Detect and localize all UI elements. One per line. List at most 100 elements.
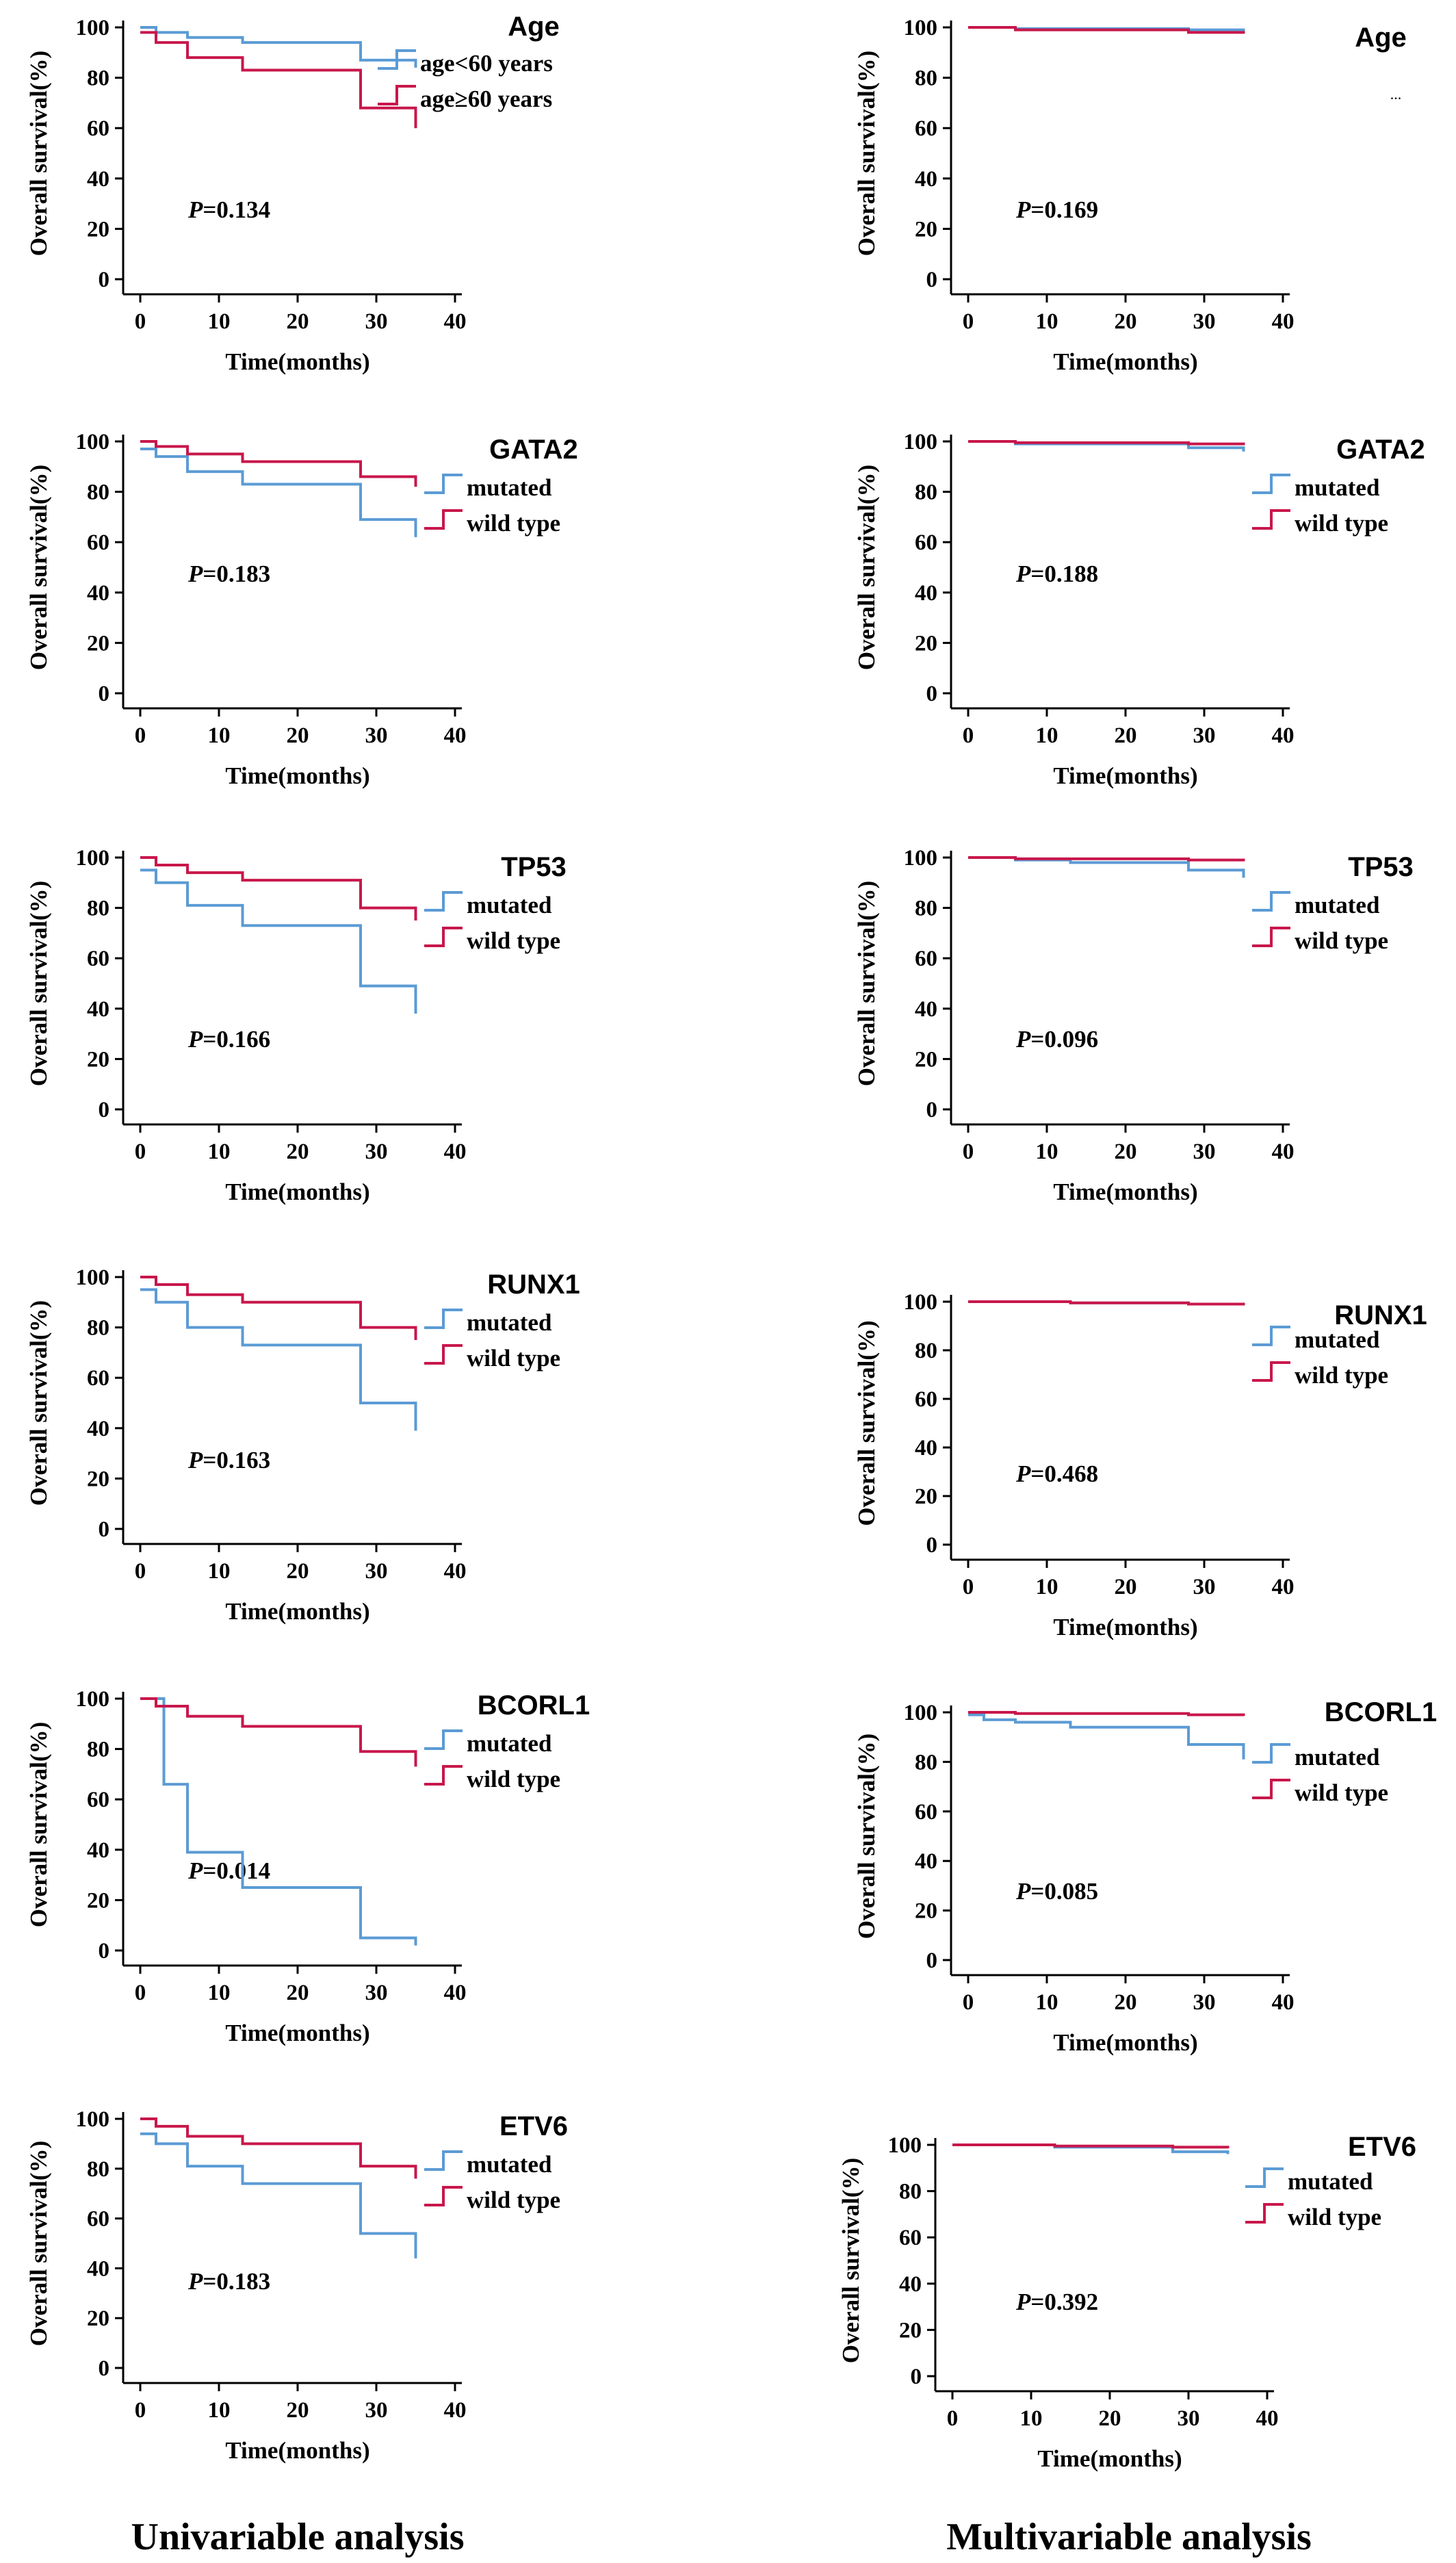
x-tick-label: 10 — [208, 723, 231, 748]
x-tick-label: 40 — [1256, 2406, 1279, 2431]
caption-multivariable: Multivariable analysis — [946, 2516, 1312, 2558]
y-tick-label: 20 — [87, 217, 109, 242]
survival-curve-red — [140, 1276, 417, 1340]
x-tick-label: 20 — [1115, 723, 1137, 748]
x-tick-label: 0 — [135, 723, 146, 748]
p-value-label: P=0.169 — [1015, 196, 1098, 223]
y-axis-label: Overall survival(%) — [853, 881, 880, 1086]
y-tick-label: 0 — [99, 1517, 110, 1542]
x-tick-label: 10 — [208, 309, 231, 334]
x-tick-label: 20 — [1099, 2406, 1121, 2431]
y-tick-label: 0 — [99, 268, 110, 292]
x-tick-label: 0 — [963, 723, 974, 748]
legend-label: mutated — [1288, 2168, 1373, 2195]
legend-note: ... — [1390, 86, 1402, 103]
legend-swatch — [424, 1344, 463, 1365]
y-tick-label: 20 — [87, 631, 109, 656]
x-tick-label: 40 — [444, 1559, 467, 1584]
x-tick-label: 40 — [1272, 309, 1295, 334]
x-tick-label: 40 — [1272, 1139, 1295, 1164]
x-tick-label: 30 — [1178, 2406, 1200, 2431]
y-tick-label: 80 — [87, 480, 109, 505]
y-axis-label: Overall survival(%) — [25, 1722, 52, 1927]
survival-curve-blue — [140, 448, 417, 537]
x-axis-label: Time(months) — [1053, 762, 1197, 789]
y-axis-label: Overall survival(%) — [25, 1300, 52, 1506]
x-tick-label: 30 — [1193, 309, 1216, 334]
y-tick-label: 0 — [99, 1939, 110, 1963]
legend-swatch — [1252, 1361, 1290, 1382]
legend-swatch — [1252, 1779, 1290, 1799]
y-tick-label: 80 — [915, 66, 937, 91]
y-tick-label: 60 — [915, 1800, 937, 1825]
y-axis-label: Overall survival(%) — [25, 881, 52, 1086]
x-tick-label: 0 — [135, 309, 146, 334]
x-tick-label: 30 — [1193, 723, 1216, 748]
y-tick-label: 100 — [904, 846, 938, 871]
km-panel-multi-gata2: 0 20 40 60 80 100 0 10 20 30 40 Time(months) Overall… — [853, 430, 1425, 789]
y-tick-label: 100 — [888, 2133, 922, 2158]
y-tick-label: 0 — [926, 268, 938, 292]
legend-swatch — [1252, 1326, 1290, 1346]
survival-curve-blue — [968, 1713, 1245, 1760]
y-tick-label: 0 — [99, 2356, 110, 2381]
legend-label: wild type — [467, 1766, 560, 1792]
survival-curve-blue — [140, 868, 417, 1014]
y-tick-label: 40 — [915, 167, 937, 192]
legend-label: wild type — [1295, 1779, 1388, 1806]
y-tick-label: 40 — [899, 2272, 922, 2297]
y-tick-label: 60 — [915, 1387, 937, 1412]
x-tick-label: 40 — [444, 1981, 467, 2005]
x-tick-label: 20 — [287, 1139, 309, 1164]
km-panel-uni-tp53: 0 20 40 60 80 100 0 10 20 30 40 Time(months) Overall… — [25, 846, 567, 1205]
y-tick-label: 20 — [87, 1888, 109, 1913]
x-tick-label: 40 — [1272, 1575, 1295, 1599]
y-tick-label: 100 — [76, 16, 110, 40]
x-tick-label: 20 — [1115, 1139, 1137, 1164]
chart-title: BCORL1 — [478, 1690, 590, 1721]
x-tick-label: 30 — [365, 1981, 388, 2005]
chart-title: GATA2 — [1336, 435, 1425, 465]
y-tick-label: 100 — [76, 430, 110, 454]
legend-label: wild type — [467, 510, 560, 537]
y-tick-label: 80 — [87, 1316, 109, 1341]
y-tick-label: 80 — [899, 2180, 922, 2204]
y-tick-label: 40 — [915, 1436, 937, 1460]
y-tick-label: 0 — [926, 682, 938, 706]
survival-curve-blue — [140, 26, 417, 68]
survival-curve-red — [140, 856, 417, 920]
legend-swatch — [1245, 2203, 1284, 2224]
x-axis-label: Time(months) — [1053, 1614, 1197, 1640]
x-tick-label: 40 — [1272, 723, 1295, 748]
p-value-label: P=0.096 — [1015, 1026, 1098, 1053]
legend-swatch — [424, 2150, 463, 2171]
y-tick-label: 20 — [915, 631, 937, 656]
legend-label: wild type — [467, 927, 560, 954]
survival-curve-red — [140, 2117, 417, 2179]
x-tick-label: 30 — [365, 309, 388, 334]
x-tick-label: 0 — [963, 1990, 974, 2015]
legend-swatch — [424, 509, 463, 530]
y-tick-label: 100 — [904, 1701, 938, 1725]
legend-swatch — [1245, 2167, 1284, 2188]
x-tick-label: 0 — [947, 2406, 959, 2431]
x-tick-label: 10 — [208, 1139, 231, 1164]
x-axis-label: Time(months) — [1037, 2445, 1182, 2472]
x-tick-label: 40 — [444, 309, 467, 334]
survival-curve-red — [140, 1697, 417, 1767]
p-value-label: P=0.392 — [1015, 2289, 1098, 2315]
x-tick-label: 30 — [1193, 1139, 1216, 1164]
y-tick-label: 20 — [87, 2306, 109, 2331]
km-panel-uni-etv6: 0 20 40 60 80 100 0 10 20 30 40 Time(months) Overall… — [25, 2107, 568, 2464]
legend-label: mutated — [467, 474, 552, 501]
y-tick-label: 80 — [915, 480, 937, 505]
km-panel-multi-age: 0 20 40 60 80 100 0 10 20 30 40 Time(months) Overall… — [853, 16, 1407, 375]
x-tick-label: 40 — [444, 2398, 467, 2423]
x-tick-label: 10 — [208, 1981, 231, 2005]
legend-swatch — [424, 927, 463, 947]
p-value-label: P=0.014 — [187, 1857, 270, 1884]
y-tick-label: 60 — [899, 2226, 922, 2250]
x-tick-label: 40 — [1272, 1990, 1295, 2015]
chart-title: Age — [1355, 23, 1407, 53]
x-axis-label: Time(months) — [1053, 1179, 1197, 1205]
